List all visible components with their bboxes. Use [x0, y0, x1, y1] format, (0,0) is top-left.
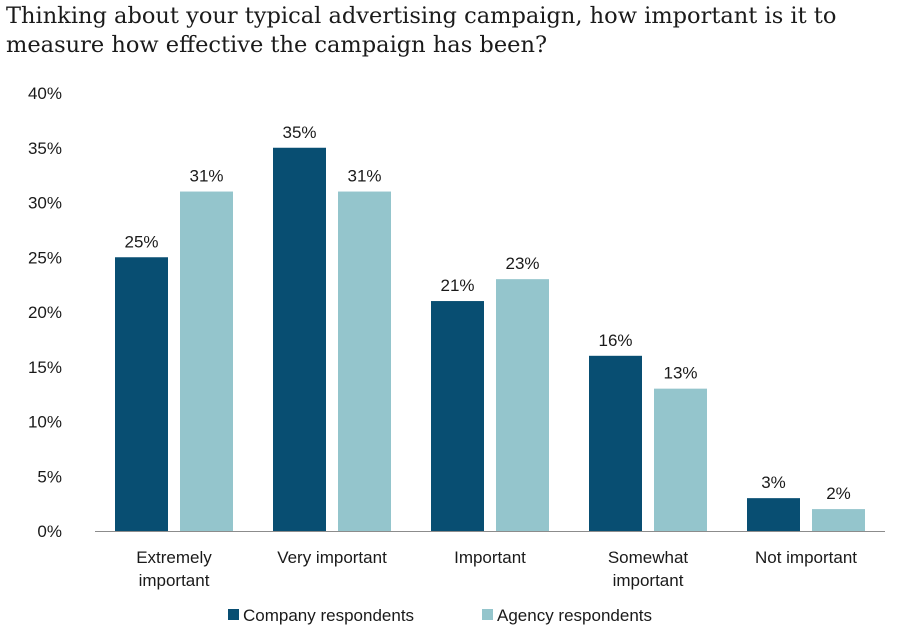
x-category-label: Extremely important	[136, 548, 212, 590]
legend-swatch	[228, 609, 239, 620]
bar	[338, 191, 391, 532]
y-tick-label: 20%	[28, 303, 62, 322]
x-category-label: Somewhat important	[608, 548, 689, 590]
data-label: 25%	[124, 232, 158, 251]
data-label: 31%	[347, 167, 381, 186]
bar	[180, 191, 233, 532]
y-tick-label: 0%	[37, 522, 62, 541]
y-axis-labels: 0% 5% 10% 15% 20% 25% 30% 35% 40%	[28, 84, 62, 541]
bar	[496, 279, 549, 531]
legend: Company respondents Agency respondents	[228, 606, 652, 625]
bar	[115, 257, 168, 531]
data-labels: 25% 31% 35% 31% 21% 23% 16% 13% 3% 2%	[124, 123, 850, 503]
x-category-label: Not important	[755, 548, 857, 567]
bar	[273, 147, 326, 531]
bar	[431, 301, 484, 531]
x-category-label: Very important	[277, 548, 387, 567]
y-tick-label: 30%	[28, 194, 62, 213]
data-label: 35%	[282, 123, 316, 142]
category-labels: Extremely important Very important Importan…	[136, 548, 857, 590]
data-label: 3%	[761, 473, 786, 492]
x-category-label: Important	[454, 548, 526, 567]
bar	[589, 355, 642, 531]
bar	[812, 509, 865, 531]
data-label: 23%	[505, 254, 539, 273]
bars	[115, 147, 865, 532]
y-tick-label: 40%	[28, 84, 62, 103]
legend-label: Agency respondents	[497, 606, 652, 625]
bar	[654, 388, 707, 531]
data-label: 21%	[440, 276, 474, 295]
y-tick-label: 35%	[28, 139, 62, 158]
y-tick-label: 15%	[28, 358, 62, 377]
data-label: 31%	[189, 167, 223, 186]
data-label: 2%	[826, 484, 851, 503]
legend-swatch	[482, 609, 493, 620]
y-tick-label: 25%	[28, 248, 62, 267]
chart-title: Thinking about your typical advertising …	[6, 3, 837, 58]
y-tick-label: 10%	[28, 413, 62, 432]
data-label: 16%	[598, 331, 632, 350]
data-label: 13%	[663, 364, 697, 383]
y-tick-label: 5%	[37, 467, 62, 486]
bar	[747, 498, 800, 531]
legend-label: Company respondents	[243, 606, 414, 625]
